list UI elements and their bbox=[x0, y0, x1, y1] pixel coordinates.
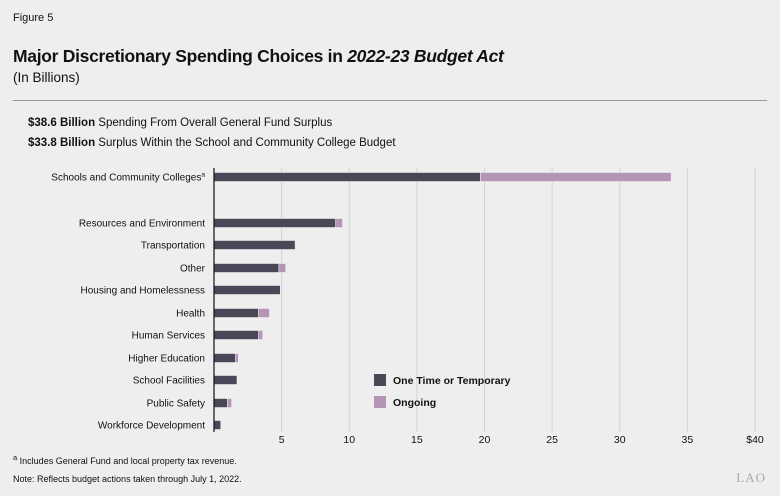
legend-label: One Time or Temporary bbox=[393, 375, 511, 387]
footnote-marker: a bbox=[13, 453, 18, 462]
figure-label: Figure 5 bbox=[13, 12, 54, 24]
bar-one-time-or-temporary bbox=[213, 285, 281, 295]
x-tick-label: 35 bbox=[682, 434, 694, 446]
category-label: Housing and Homelessness bbox=[80, 286, 205, 297]
bar-one-time-or-temporary bbox=[213, 240, 296, 250]
bar-ongoing bbox=[258, 308, 270, 318]
bar-ongoing bbox=[227, 398, 232, 408]
x-tick-label: 5 bbox=[279, 434, 285, 446]
summary-amount: $33.8 Billion bbox=[28, 137, 96, 149]
bar-one-time-or-temporary bbox=[213, 308, 259, 318]
category-label: Public Safety bbox=[147, 399, 205, 410]
category-label: Higher Education bbox=[128, 354, 205, 365]
divider bbox=[13, 100, 767, 101]
bar-ongoing bbox=[235, 353, 239, 363]
category-label: Other bbox=[180, 264, 206, 275]
summary-line-2: $33.8 Billion Surplus Within the School … bbox=[28, 137, 396, 149]
bar-one-time-or-temporary bbox=[213, 375, 238, 385]
chart-title: Major Discretionary Spending Choices in … bbox=[13, 46, 504, 67]
bar-one-time-or-temporary bbox=[213, 218, 337, 228]
bar-one-time-or-temporary bbox=[213, 353, 236, 363]
chart-subtitle: (In Billions) bbox=[13, 70, 80, 85]
x-tick-label: $40 bbox=[746, 434, 764, 446]
legend-swatch bbox=[374, 396, 386, 408]
x-tick-label: 15 bbox=[411, 434, 423, 446]
lao-logo: LAO bbox=[736, 470, 766, 485]
category-label: Schools and Community Collegesa bbox=[51, 172, 205, 184]
title-italic: 2022-23 Budget Act bbox=[347, 46, 504, 66]
category-label: Transportation bbox=[141, 241, 205, 252]
title-main: Major Discretionary Spending Choices in bbox=[13, 46, 348, 66]
footnote-text: Includes General Fund and local property… bbox=[17, 456, 237, 466]
footnote-a: a Includes General Fund and local proper… bbox=[13, 453, 237, 466]
bar-one-time-or-temporary bbox=[213, 263, 280, 273]
summary-text: Surplus Within the School and Community … bbox=[95, 137, 396, 149]
x-tick-label: 25 bbox=[546, 434, 558, 446]
legend-label: Ongoing bbox=[393, 397, 436, 409]
bar-one-time-or-temporary bbox=[213, 398, 228, 408]
summary-line-1: $38.6 Billion Spending From Overall Gene… bbox=[28, 117, 332, 129]
legend-swatch bbox=[374, 374, 386, 386]
category-label: Health bbox=[176, 309, 205, 320]
x-tick-label: 20 bbox=[479, 434, 491, 446]
category-label: Resources and Environment bbox=[79, 219, 205, 230]
bar-ongoing bbox=[480, 172, 672, 182]
note: Note: Reflects budget actions taken thro… bbox=[13, 474, 242, 484]
summary-text: Spending From Overall General Fund Surpl… bbox=[95, 117, 333, 129]
bar-ongoing bbox=[335, 218, 343, 228]
x-tick-label: 30 bbox=[614, 434, 626, 446]
bar-one-time-or-temporary bbox=[213, 420, 222, 430]
summary-amount: $38.6 Billion bbox=[28, 117, 96, 129]
x-tick-label: 10 bbox=[343, 434, 355, 446]
bar-ongoing bbox=[278, 263, 286, 273]
bar-one-time-or-temporary bbox=[213, 172, 481, 182]
category-label: Workforce Development bbox=[98, 421, 205, 432]
category-label: School Facilities bbox=[133, 376, 205, 387]
bar-one-time-or-temporary bbox=[213, 330, 259, 340]
bar-ongoing bbox=[258, 330, 263, 340]
category-label: Human Services bbox=[132, 331, 205, 342]
